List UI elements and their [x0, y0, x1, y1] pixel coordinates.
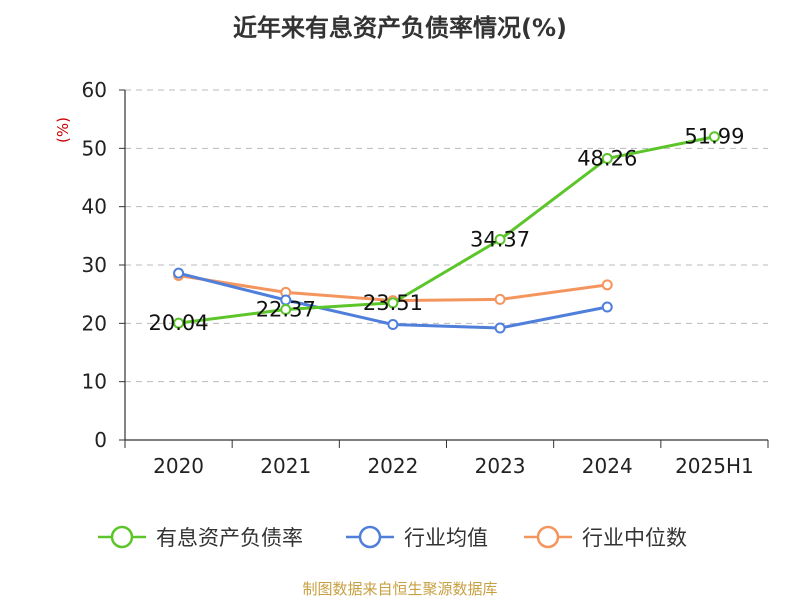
series-1-point-2023	[494, 322, 506, 334]
x-tick-label-2021: 2021	[260, 454, 311, 478]
y-tick-label-0: 0	[94, 428, 107, 452]
legend: 有息资产负债率 行业均值 行业中位数	[98, 525, 687, 550]
axes: 0 10 20 30 40 50 60 2020 2021 2022 2023 2024 2025H1	[82, 78, 769, 478]
x-tick-label-2020: 2020	[153, 454, 204, 478]
series-1-point-2020	[173, 267, 185, 279]
y-tick-label-30: 30	[82, 253, 107, 277]
chart-title: 近年来有息资产负债率情况(%)	[233, 14, 567, 42]
y-axis-unit-label: (%)	[54, 117, 72, 143]
series-line-0	[178, 135, 715, 325]
legend-marker-1	[358, 525, 382, 549]
y-tick-label-20: 20	[82, 311, 107, 335]
data-labels: 20.04 22.37 23.51 34.37 48.26 51.99	[149, 125, 745, 335]
data-label-2022: 23.51	[363, 291, 423, 315]
series-2-point-2024	[601, 279, 613, 291]
data-label-2020: 20.04	[149, 311, 209, 335]
legend-label-0: 有息资产负债率	[156, 526, 303, 550]
x-tick-label-2023: 2023	[475, 454, 526, 478]
x-tick-label-2022: 2022	[367, 454, 418, 478]
x-tick-label-2025H1: 2025H1	[675, 454, 754, 478]
data-label-2025H1: 51.99	[684, 125, 744, 149]
legend-label-1: 行业均值	[404, 526, 488, 550]
series-0-point-2024	[601, 152, 613, 164]
legend-marker-0	[110, 525, 134, 549]
series-lines	[173, 131, 720, 334]
legend-label-2: 行业中位数	[582, 526, 687, 550]
series-0-point-2022	[387, 297, 399, 309]
y-tick-label-40: 40	[82, 195, 107, 219]
series-1-point-2024	[601, 301, 613, 313]
series-2-point-2023	[494, 293, 506, 305]
series-0-point-2023	[494, 234, 506, 246]
series-0-point-2021	[280, 304, 292, 316]
y-tick-label-60: 60	[82, 78, 107, 102]
source-note: 制图数据来自恒生聚源数据库	[302, 580, 498, 598]
series-1-point-2022	[387, 319, 399, 330]
series-0-point-2025H1	[708, 131, 720, 143]
series-0-point-2020	[173, 317, 185, 329]
y-tick-label-50: 50	[82, 136, 107, 160]
data-label-2021: 22.37	[256, 298, 316, 322]
x-tick-label-2024: 2024	[582, 454, 633, 478]
data-label-2023: 34.37	[470, 228, 530, 252]
legend-marker-2	[536, 525, 560, 549]
data-label-2024: 48.26	[577, 146, 637, 170]
grid-lines	[125, 89, 768, 383]
y-tick-label-10: 10	[82, 370, 107, 394]
